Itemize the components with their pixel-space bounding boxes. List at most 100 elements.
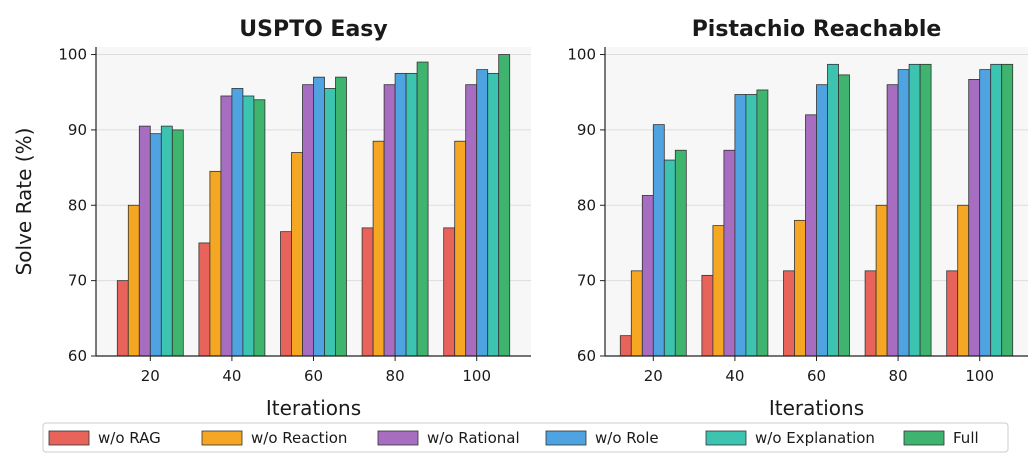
bar-w-o-role-40 <box>231 88 244 357</box>
x-axis-label: Iterations <box>769 396 864 420</box>
bar-full-100 <box>498 54 511 357</box>
bar-w-o-role-100 <box>476 69 489 357</box>
bar-w-o-reaction-20 <box>630 270 643 357</box>
x-tick-label-20: 20 <box>644 367 663 385</box>
bar-w-o-rational-80 <box>383 84 396 357</box>
bar-w-o-explanation-100 <box>990 63 1003 357</box>
bar-w-o-role-60 <box>816 84 828 357</box>
legend-label-w-o-rag: w/o RAG <box>98 429 161 447</box>
x-tick-label-20: 20 <box>141 367 160 385</box>
y-tick-label-70: 70 <box>68 272 87 290</box>
bar-w-o-reaction-60 <box>794 219 806 357</box>
bar-w-o-explanation-80 <box>405 72 418 357</box>
chart-title: Pistachio Reachable <box>692 17 942 42</box>
bar-w-o-rational-60 <box>805 114 817 357</box>
bar-w-o-rag-80 <box>361 227 374 357</box>
bar-w-o-reaction-40 <box>712 225 725 357</box>
y-tick-label-60: 60 <box>577 347 596 365</box>
bar-w-o-reaction-80 <box>875 204 888 357</box>
bar-full-40 <box>756 89 769 357</box>
bar-w-o-reaction-100 <box>454 140 467 357</box>
chart-title: USPTO Easy <box>239 17 388 42</box>
legend-box <box>42 422 1009 453</box>
bar-w-o-explanation-20 <box>663 159 676 357</box>
bar-w-o-rag-40 <box>198 242 211 357</box>
bar-w-o-role-20 <box>149 133 162 357</box>
bar-w-o-rational-60 <box>302 84 314 357</box>
y-tick-label-80: 80 <box>577 196 596 214</box>
legend-label-full: Full <box>953 429 979 447</box>
bar-full-100 <box>1001 63 1014 357</box>
bar-w-o-role-80 <box>897 69 910 357</box>
legend-label-w-o-rational: w/o Rational <box>427 429 520 447</box>
legend: w/o RAG w/o Reaction w/o Rational w/o Role w… <box>42 422 1009 453</box>
x-axis-label: Iterations <box>266 396 361 420</box>
y-axis-label: Solve Rate (%) <box>12 128 36 276</box>
bar-w-o-role-100 <box>979 69 992 357</box>
bar-w-o-reaction-100 <box>957 204 970 357</box>
bar-w-o-rational-80 <box>886 84 899 357</box>
bar-w-o-reaction-40 <box>209 170 222 357</box>
legend-swatch-w-o-role <box>545 430 587 446</box>
bar-w-o-rational-100 <box>968 79 981 357</box>
legend-swatch-w-o-rag <box>48 430 90 446</box>
legend-swatch-full <box>903 430 945 446</box>
y-tick-label-100: 100 <box>58 46 87 64</box>
bar-full-40 <box>253 99 266 357</box>
x-tick-label-40: 40 <box>725 367 744 385</box>
bar-w-o-role-80 <box>394 72 407 357</box>
bar-w-o-rag-40 <box>701 274 714 357</box>
bar-full-20 <box>171 129 184 357</box>
x-tick-label-80: 80 <box>386 367 405 385</box>
legend-swatch-w-o-reaction <box>201 430 243 446</box>
chart-uspto-easy: 60 70 80 90 100 20 40 60 80 100 USPTO Easy Iteratio… <box>12 17 531 420</box>
bar-w-o-explanation-80 <box>908 63 921 357</box>
y-tick-label-60: 60 <box>68 347 87 365</box>
bar-w-o-rag-100 <box>443 227 456 357</box>
x-tick-label-40: 40 <box>222 367 241 385</box>
y-tick-label-90: 90 <box>68 121 87 139</box>
bar-full-60 <box>335 76 347 357</box>
bar-w-o-explanation-60 <box>324 88 336 357</box>
legend-swatch-w-o-explanation <box>705 430 747 446</box>
bar-w-o-rag-60 <box>280 231 292 357</box>
bar-w-o-reaction-60 <box>291 152 303 357</box>
bar-w-o-explanation-20 <box>160 125 173 357</box>
bar-w-o-explanation-40 <box>745 94 758 357</box>
x-tick-label-100: 100 <box>965 367 994 385</box>
bar-full-20 <box>674 149 687 357</box>
legend-label-w-o-role: w/o Role <box>595 429 659 447</box>
bar-w-o-role-60 <box>313 76 325 357</box>
bar-w-o-rag-100 <box>946 270 959 357</box>
bar-w-o-reaction-20 <box>127 204 140 357</box>
bar-full-60 <box>838 74 850 357</box>
legend-label-w-o-reaction: w/o Reaction <box>251 429 347 447</box>
x-tick-label-60: 60 <box>304 367 323 385</box>
bar-w-o-rag-20 <box>116 280 129 357</box>
x-tick-label-60: 60 <box>807 367 826 385</box>
bar-w-o-reaction-80 <box>372 140 385 357</box>
x-tick-label-80: 80 <box>889 367 908 385</box>
chart-pistachio-reachable: 60 70 80 90 100 20 40 60 80 100 Pistachio Reachabl… <box>567 17 1028 420</box>
bar-w-o-explanation-60 <box>827 63 839 357</box>
bar-w-o-rational-40 <box>220 95 233 357</box>
bar-w-o-rag-80 <box>864 270 877 357</box>
bar-full-80 <box>919 63 932 357</box>
y-tick-label-90: 90 <box>577 121 596 139</box>
bar-w-o-rag-60 <box>783 270 795 357</box>
bar-w-o-rational-40 <box>723 149 736 357</box>
bar-full-80 <box>416 61 429 357</box>
bar-w-o-rational-100 <box>465 84 478 357</box>
bar-w-o-role-20 <box>652 124 665 357</box>
legend-label-w-o-explanation: w/o Explanation <box>755 429 875 447</box>
bar-w-o-rag-20 <box>619 335 632 357</box>
y-tick-label-100: 100 <box>567 46 596 64</box>
bar-w-o-role-40 <box>734 94 747 357</box>
y-tick-label-70: 70 <box>577 272 596 290</box>
y-tick-label-80: 80 <box>68 196 87 214</box>
bar-w-o-rational-20 <box>641 195 654 357</box>
x-tick-label-100: 100 <box>462 367 491 385</box>
bar-w-o-rational-20 <box>138 125 151 357</box>
